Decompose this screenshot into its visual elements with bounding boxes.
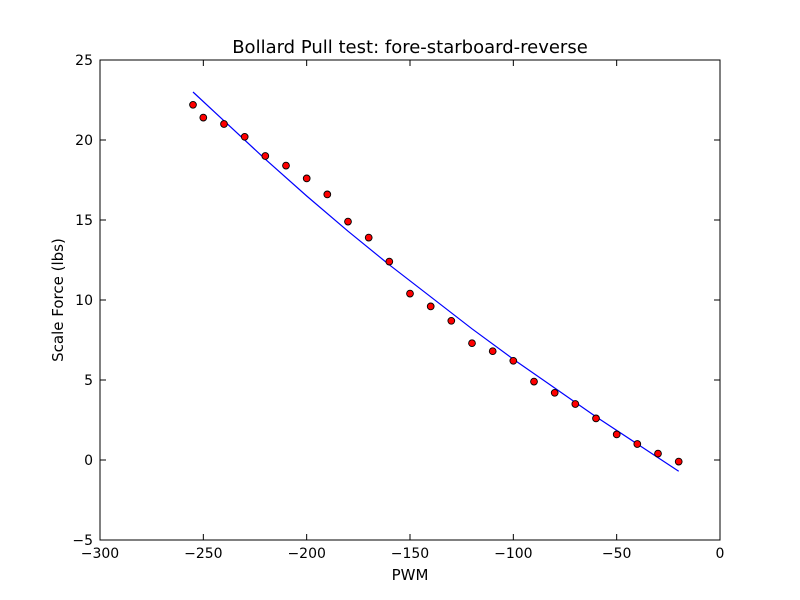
data-point	[447, 316, 456, 325]
data-point	[302, 174, 311, 183]
x-tick-label: −50	[602, 546, 632, 562]
data-point	[385, 257, 394, 266]
data-point	[220, 120, 228, 128]
plot-area	[189, 91, 683, 472]
y-tick-label: 25	[75, 53, 93, 69]
data-point	[530, 377, 538, 386]
y-tick-label: −5	[72, 533, 93, 549]
x-axis-label: PWM	[392, 566, 429, 584]
data-point	[344, 217, 352, 226]
data-point	[592, 414, 600, 423]
data-point	[571, 400, 580, 408]
x-tick-label: −200	[287, 546, 325, 562]
x-tick-label: −300	[81, 546, 119, 562]
data-point	[364, 233, 373, 242]
data-point	[550, 388, 559, 397]
data-point	[240, 132, 249, 141]
data-point	[199, 113, 208, 122]
x-tick-label: −250	[184, 546, 222, 562]
x-tick-label: 0	[716, 546, 725, 562]
x-tick-label: −100	[494, 546, 532, 562]
y-axis-label: Scale Force (lbs)	[49, 238, 67, 362]
y-tick-label: 5	[84, 373, 93, 389]
x-tick-label: −150	[391, 546, 429, 562]
data-point	[406, 289, 414, 298]
data-point	[509, 356, 518, 365]
y-tick-label: 15	[75, 213, 93, 229]
data-point	[323, 190, 332, 199]
data-point	[426, 302, 435, 311]
data-point	[674, 457, 683, 466]
data-point	[654, 449, 662, 458]
data-point	[282, 161, 290, 170]
data-point	[612, 430, 621, 439]
data-point	[488, 347, 497, 356]
data-point	[261, 152, 270, 160]
chart-title: Bollard Pull test: fore-starboard-revers…	[232, 37, 588, 58]
y-tick-label: 10	[75, 293, 93, 309]
y-tick-label: 20	[75, 133, 93, 149]
data-point	[468, 339, 476, 348]
data-point	[633, 440, 642, 448]
data-point	[189, 100, 197, 109]
y-tick-label: 0	[84, 453, 93, 469]
